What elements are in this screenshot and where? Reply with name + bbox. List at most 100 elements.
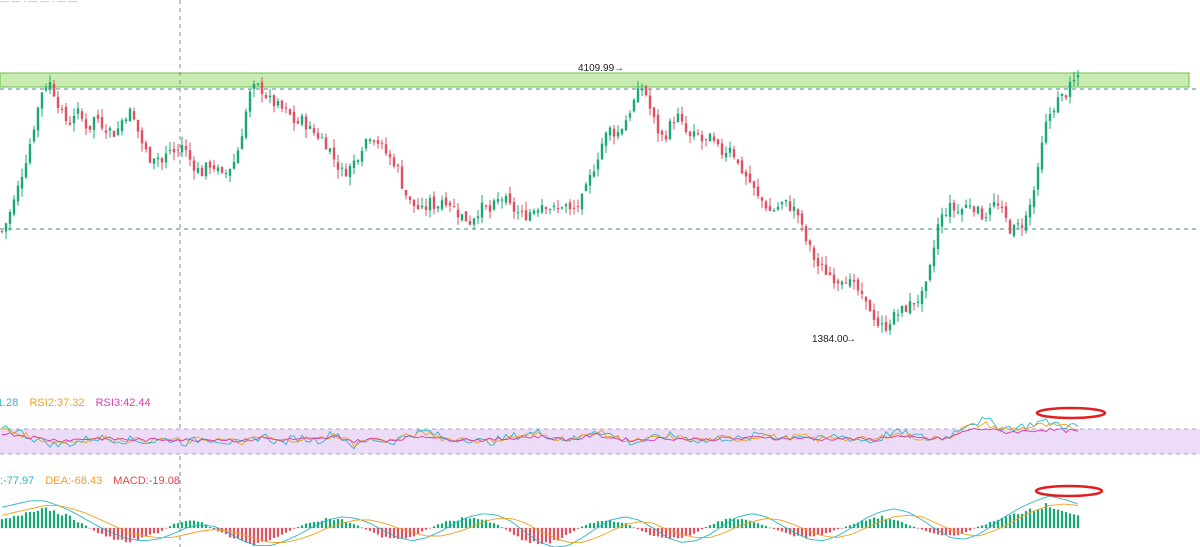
macd-bar xyxy=(304,523,308,528)
macd-bar xyxy=(404,528,408,539)
rsi-series-line xyxy=(1,421,1079,448)
macd-bar xyxy=(412,528,416,537)
macd-bar xyxy=(232,528,236,539)
macd-bar xyxy=(260,528,264,542)
macd-bar xyxy=(352,524,356,528)
macd-bar xyxy=(392,528,396,539)
candle-body xyxy=(936,224,940,250)
candle-body xyxy=(180,145,184,153)
high-arrow-icon: → xyxy=(614,63,624,74)
macd-bar xyxy=(864,520,868,528)
candle-body xyxy=(444,197,448,206)
macd-bar xyxy=(944,528,948,535)
candle-body xyxy=(276,101,280,106)
macd-bar xyxy=(884,518,888,528)
macd-bar xyxy=(136,528,140,541)
candle-body xyxy=(848,279,852,287)
macd-bar xyxy=(192,520,196,528)
candle-body xyxy=(356,160,360,163)
rsi-lines xyxy=(1,416,1079,450)
macd-bar xyxy=(428,528,432,529)
candle-body xyxy=(1064,95,1068,98)
macd-bar xyxy=(228,528,232,538)
macd-bar xyxy=(960,528,964,534)
candle-body xyxy=(324,137,328,150)
macd-bar xyxy=(772,528,776,529)
resistance-zone xyxy=(0,72,1190,88)
macd-bar xyxy=(212,528,216,530)
candle-body xyxy=(940,214,944,227)
macd-bar xyxy=(56,514,60,528)
macd-bar xyxy=(652,528,656,536)
macd-bar xyxy=(660,528,664,538)
macd-legend: :-77.97 DEA:-68.43 MACD:-19.08 xyxy=(0,475,188,487)
macd-bar xyxy=(128,528,132,543)
candle-body xyxy=(220,167,224,173)
top-status-bar: — — · — — · — — xyxy=(0,0,78,6)
macd-bar xyxy=(576,528,580,529)
low-price-label: 1384.00 xyxy=(812,334,849,345)
macd-bar xyxy=(804,528,808,539)
macd-bar xyxy=(436,524,440,528)
candle-body xyxy=(144,142,148,150)
macd-bar xyxy=(720,521,724,528)
candle-body xyxy=(1036,166,1040,190)
candle-body xyxy=(984,217,988,219)
candle-body xyxy=(488,205,492,212)
macd-bar xyxy=(996,519,1000,528)
macd-bar xyxy=(344,521,348,528)
macd-bar xyxy=(964,528,968,533)
macd-bar xyxy=(276,528,280,537)
macd-bar xyxy=(924,528,928,531)
macd-panel xyxy=(0,484,1104,547)
candle-body xyxy=(580,193,584,210)
candle-body xyxy=(732,149,736,158)
macd-bar xyxy=(308,522,312,528)
macd-bar xyxy=(732,518,736,528)
candle-body xyxy=(292,111,296,123)
macd-bar xyxy=(568,528,572,534)
candle-body xyxy=(584,184,588,192)
candle-body xyxy=(172,148,176,153)
macd-bar xyxy=(496,524,500,528)
macd-bar xyxy=(912,526,916,528)
macd-bar xyxy=(360,527,364,529)
macd-bar xyxy=(448,520,452,528)
candle-body xyxy=(368,139,372,142)
macd-bar xyxy=(44,507,48,528)
candle-body xyxy=(400,166,404,189)
candle-body xyxy=(864,296,868,302)
candle-body xyxy=(4,223,8,232)
candle-body xyxy=(304,116,308,130)
macd-bar xyxy=(704,527,708,528)
candle-body xyxy=(384,144,388,154)
candle-body xyxy=(820,263,824,265)
macd-bar xyxy=(52,510,56,528)
macd-bar xyxy=(64,513,68,528)
macd-bar xyxy=(92,528,96,531)
macd-bar xyxy=(504,528,508,530)
macd-bar xyxy=(520,528,524,541)
macd-bar xyxy=(124,528,128,543)
macd-bar xyxy=(460,517,464,528)
macd-bar xyxy=(512,528,516,535)
macd-bar xyxy=(616,522,620,528)
macd-bar xyxy=(1040,509,1044,528)
candle-body xyxy=(48,82,52,89)
candle-body xyxy=(924,281,928,292)
candle-body xyxy=(872,309,876,320)
candle-body xyxy=(880,323,884,325)
candle-body xyxy=(0,231,4,233)
candle-body xyxy=(76,108,80,114)
macd-bar xyxy=(872,517,876,528)
candle-body xyxy=(1056,97,1060,113)
macd-bar xyxy=(208,527,212,528)
macd-bar xyxy=(96,528,100,534)
candle-body xyxy=(680,113,684,122)
candle-body xyxy=(480,202,484,218)
macd-bar xyxy=(972,528,976,529)
candle-body xyxy=(344,168,348,177)
candle-body xyxy=(1048,114,1052,121)
